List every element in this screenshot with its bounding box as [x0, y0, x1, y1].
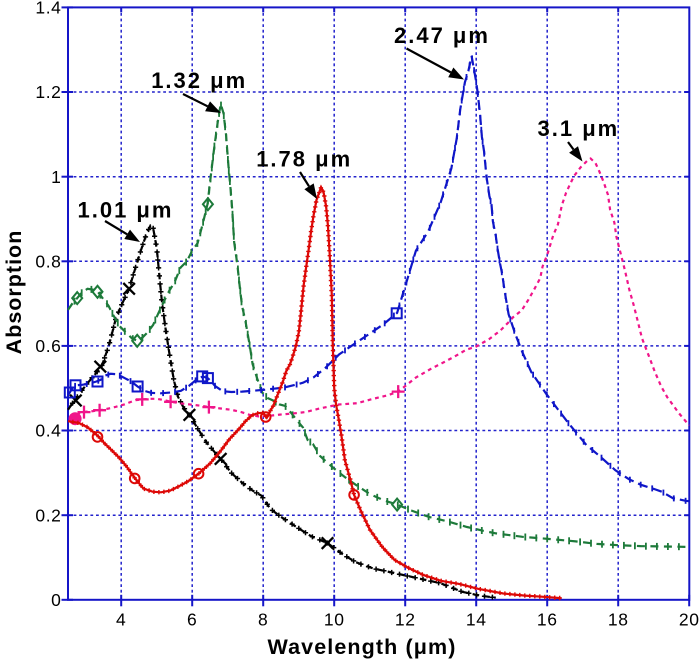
svg-text:3.1 μm: 3.1 μm: [538, 116, 620, 141]
svg-text:Absorption: Absorption: [2, 230, 26, 355]
svg-text:12: 12: [395, 610, 416, 630]
svg-text:1.01 μm: 1.01 μm: [78, 198, 174, 223]
svg-text:16: 16: [537, 610, 558, 630]
svg-text:0.4: 0.4: [35, 421, 61, 441]
svg-text:6: 6: [187, 610, 197, 630]
svg-text:0.8: 0.8: [35, 252, 61, 272]
svg-text:1.4: 1.4: [35, 0, 61, 18]
svg-text:0: 0: [51, 590, 61, 610]
svg-text:1: 1: [51, 167, 61, 187]
svg-text:18: 18: [608, 610, 629, 630]
svg-text:20: 20: [679, 610, 700, 630]
svg-text:8: 8: [258, 610, 268, 630]
svg-text:1.2: 1.2: [35, 82, 61, 102]
svg-text:1.78 μm: 1.78 μm: [256, 147, 352, 172]
svg-text:14: 14: [466, 610, 487, 630]
svg-text:Wavelength (μm): Wavelength (μm): [268, 635, 457, 659]
svg-text:0.6: 0.6: [35, 336, 61, 356]
svg-text:4: 4: [116, 610, 126, 630]
svg-text:2.47 μm: 2.47 μm: [394, 23, 490, 48]
svg-text:0.2: 0.2: [35, 505, 61, 525]
svg-text:1.32 μm: 1.32 μm: [151, 68, 247, 93]
svg-text:10: 10: [324, 610, 345, 630]
